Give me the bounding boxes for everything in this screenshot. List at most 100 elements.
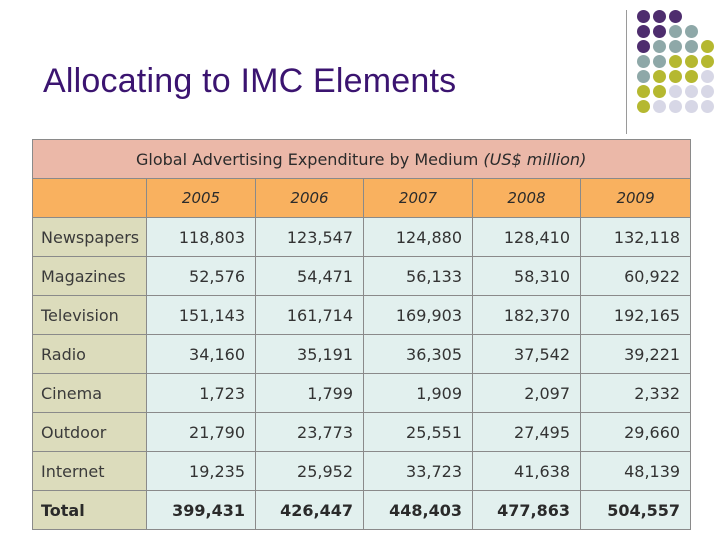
table-row: Outdoor 21,790 23,773 25,551 27,495 29,6… (32, 412, 692, 452)
total-value-cell: 448,403 (363, 490, 473, 530)
decorative-dot (653, 100, 666, 113)
decorative-dot (637, 40, 650, 53)
table-header-row: 2005 2006 2007 2008 2009 (32, 178, 692, 218)
decorative-dot (653, 85, 666, 98)
decorative-dot (637, 85, 650, 98)
decorative-dot (701, 55, 714, 68)
decorative-dot (669, 100, 682, 113)
header-year-cell: 2009 (579, 178, 692, 218)
value-cell: 35,191 (255, 334, 364, 374)
value-cell: 169,903 (363, 295, 473, 335)
decorative-dot (701, 70, 714, 83)
decorative-dot (701, 40, 714, 53)
value-cell: 128,410 (472, 217, 581, 257)
value-cell: 36,305 (363, 334, 473, 374)
header-year-cell: 2007 (363, 178, 473, 218)
medium-label: Magazines (32, 256, 147, 296)
decorative-dot (685, 40, 698, 53)
table-caption: Global Advertising Expenditure by Medium… (31, 139, 692, 179)
value-cell: 60,922 (579, 256, 692, 296)
value-cell: 2,097 (472, 373, 581, 413)
decorative-dot (653, 25, 666, 38)
medium-label: Radio (32, 334, 147, 374)
decorative-dot (669, 55, 682, 68)
value-cell: 132,118 (579, 217, 692, 257)
decorative-dot-grid (637, 10, 720, 118)
table-row: Magazines 52,576 54,471 56,133 58,310 60… (32, 256, 692, 296)
value-cell: 56,133 (363, 256, 473, 296)
decorative-dot (685, 25, 698, 38)
decorative-dot (685, 100, 698, 113)
header-year-cell: 2005 (146, 178, 256, 218)
total-value-cell: 504,557 (579, 490, 692, 530)
value-cell: 37,542 (472, 334, 581, 374)
table-total-row: Total 399,431 426,447 448,403 477,863 50… (32, 490, 692, 530)
header-year-cell: 2006 (255, 178, 364, 218)
value-cell: 41,638 (472, 451, 581, 491)
decorative-dot (701, 85, 714, 98)
value-cell: 19,235 (146, 451, 256, 491)
title-divider-line (626, 10, 627, 134)
value-cell: 161,714 (255, 295, 364, 335)
decorative-dot (669, 40, 682, 53)
table-row: Television 151,143 161,714 169,903 182,3… (32, 295, 692, 335)
total-value-cell: 399,431 (146, 490, 256, 530)
decorative-dot (701, 100, 714, 113)
value-cell: 123,547 (255, 217, 364, 257)
value-cell: 151,143 (146, 295, 256, 335)
value-cell: 52,576 (146, 256, 256, 296)
value-cell: 54,471 (255, 256, 364, 296)
table-row: Radio 34,160 35,191 36,305 37,542 39,221 (32, 334, 692, 374)
decorative-dot (637, 10, 650, 23)
slide-title: Allocating to IMC Elements (43, 62, 457, 100)
decorative-dot (653, 55, 666, 68)
value-cell: 27,495 (472, 412, 581, 452)
table-caption-title: Global Advertising Expenditure by Medium (136, 149, 479, 169)
value-cell: 2,332 (579, 373, 692, 413)
decorative-dot (653, 70, 666, 83)
decorative-dot (685, 55, 698, 68)
table-row: Internet 19,235 25,952 33,723 41,638 48,… (32, 451, 692, 491)
table-row: Newspapers 118,803 123,547 124,880 128,4… (32, 217, 692, 257)
value-cell: 39,221 (579, 334, 692, 374)
value-cell: 21,790 (146, 412, 256, 452)
decorative-dot (669, 10, 682, 23)
value-cell: 192,165 (579, 295, 692, 335)
medium-label: Internet (32, 451, 147, 491)
value-cell: 25,551 (363, 412, 473, 452)
value-cell: 25,952 (255, 451, 364, 491)
total-label: Total (32, 490, 147, 530)
value-cell: 1,723 (146, 373, 256, 413)
table-row: Cinema 1,723 1,799 1,909 2,097 2,332 (32, 373, 692, 413)
decorative-dot (637, 25, 650, 38)
decorative-dot (637, 100, 650, 113)
medium-label: Television (32, 295, 147, 335)
header-blank-cell (32, 178, 147, 218)
value-cell: 182,370 (472, 295, 581, 335)
table-caption-row: Global Advertising Expenditure by Medium… (31, 139, 692, 179)
value-cell: 23,773 (255, 412, 364, 452)
value-cell: 33,723 (363, 451, 473, 491)
value-cell: 124,880 (363, 217, 473, 257)
decorative-dot (637, 55, 650, 68)
value-cell: 118,803 (146, 217, 256, 257)
decorative-dot (669, 25, 682, 38)
total-value-cell: 426,447 (255, 490, 364, 530)
table-caption-unit: (US$ million) (483, 149, 587, 169)
decorative-dot (685, 70, 698, 83)
decorative-dot (669, 70, 682, 83)
total-value-cell: 477,863 (472, 490, 581, 530)
decorative-dot (653, 40, 666, 53)
decorative-dot (637, 70, 650, 83)
ad-expenditure-table: Global Advertising Expenditure by Medium… (31, 139, 692, 530)
value-cell: 48,139 (579, 451, 692, 491)
decorative-dot (653, 10, 666, 23)
value-cell: 1,909 (363, 373, 473, 413)
value-cell: 34,160 (146, 334, 256, 374)
header-year-cell: 2008 (472, 178, 581, 218)
value-cell: 1,799 (255, 373, 364, 413)
decorative-dot (669, 85, 682, 98)
medium-label: Newspapers (32, 217, 147, 257)
value-cell: 29,660 (579, 412, 692, 452)
medium-label: Cinema (32, 373, 147, 413)
